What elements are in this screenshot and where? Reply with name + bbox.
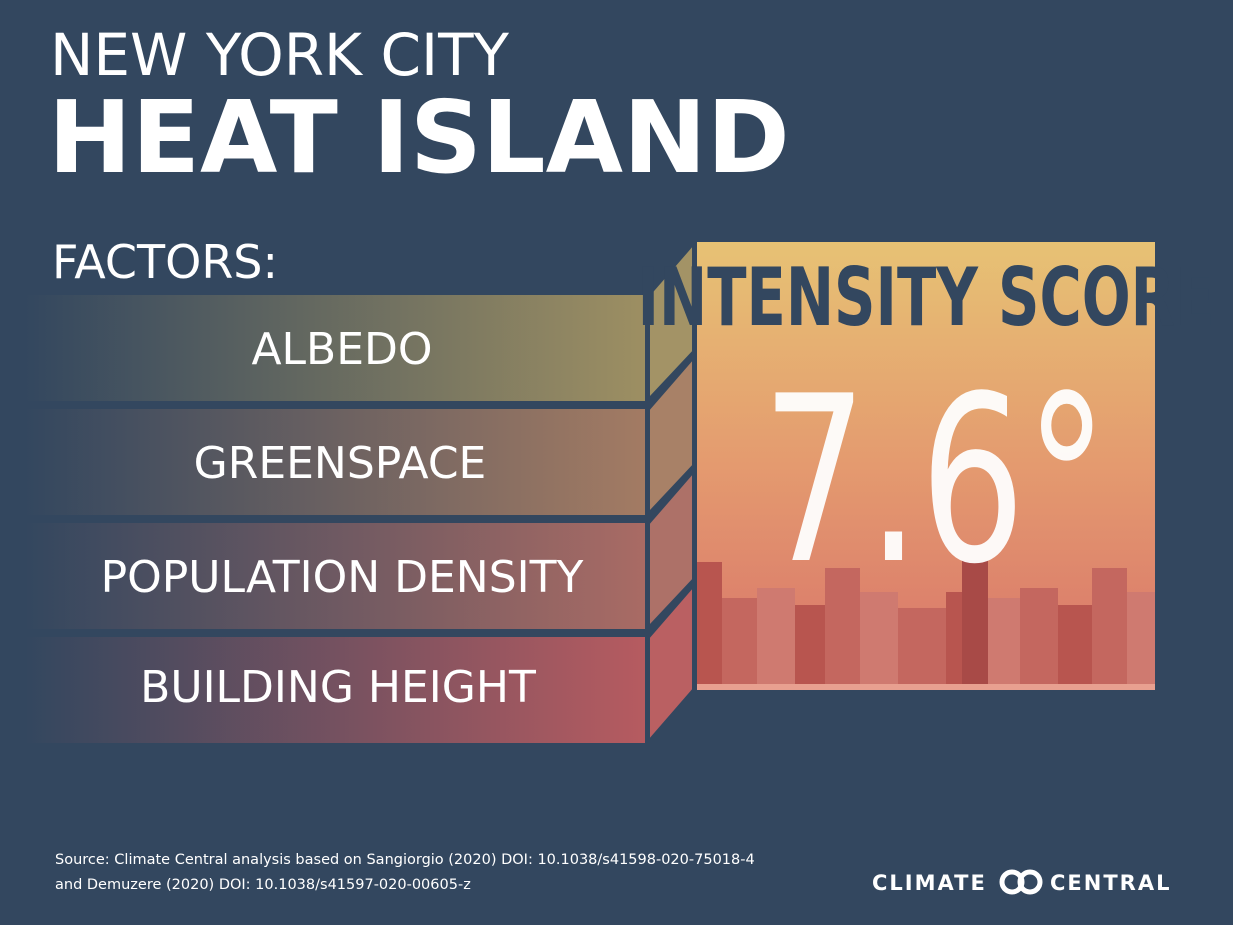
title-line2: HEAT ISLAND [48, 79, 790, 196]
building [1020, 588, 1058, 690]
logo-icon [1017, 869, 1043, 895]
building [757, 588, 795, 690]
connector-face [646, 236, 696, 407]
score-box: INTENSITY SCORE 7.6° [638, 242, 1215, 690]
building [898, 608, 946, 690]
building [697, 562, 722, 690]
connector [646, 236, 696, 749]
building [946, 592, 962, 690]
building [962, 560, 988, 690]
factor-bar [25, 523, 645, 629]
source-line: and Demuzere (2020) DOI: 10.1038/s41597-… [55, 877, 471, 893]
logo-text: CENTRAL [1050, 871, 1171, 895]
building [860, 592, 898, 690]
building [722, 598, 757, 690]
building [795, 605, 825, 690]
factor-label: ALBEDO [251, 324, 432, 375]
factor-label: GREENSPACE [194, 438, 487, 489]
score-label: INTENSITY SCORE [638, 252, 1215, 345]
building [1127, 592, 1155, 690]
score-value: 7.6° [762, 348, 1108, 615]
connector-face [646, 350, 696, 521]
factor-label: BUILDING HEIGHT [140, 662, 536, 713]
title-line1: NEW YORK CITY [50, 21, 510, 89]
building [1058, 605, 1092, 690]
logo: CLIMATE CENTRAL [872, 869, 1171, 895]
factors-label: FACTORS: [52, 235, 278, 289]
skyline [697, 560, 1155, 690]
factor-bar [25, 637, 645, 743]
factor-label: POPULATION DENSITY [101, 552, 584, 603]
factor-bar [25, 409, 645, 515]
building [825, 568, 860, 690]
building [1092, 568, 1127, 690]
building [988, 598, 1020, 690]
source-line: Source: Climate Central analysis based o… [55, 852, 755, 868]
connector-face [646, 464, 696, 635]
factor-bars: ALBEDO GREENSPACE POPULATION DENSITY BUI… [25, 295, 645, 743]
factor-bar [25, 295, 645, 401]
street [697, 684, 1155, 690]
logo-text: CLIMATE [872, 871, 987, 895]
connector-face [646, 578, 696, 749]
